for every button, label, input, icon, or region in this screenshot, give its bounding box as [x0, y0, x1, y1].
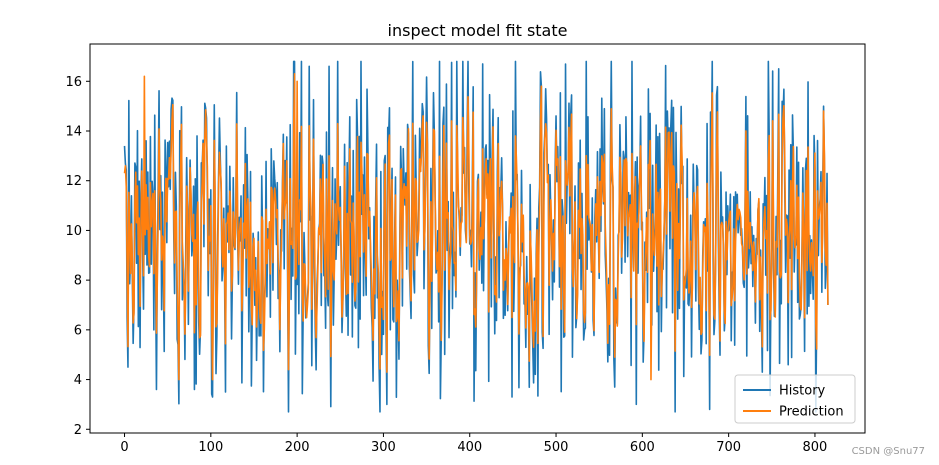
y-tick-label: 10 — [65, 224, 82, 239]
x-tick-label: 400 — [457, 440, 482, 455]
x-tick-label: 800 — [803, 440, 828, 455]
y-tick-label: 8 — [74, 274, 82, 289]
y-tick-label: 16 — [65, 75, 82, 90]
legend-label: Prediction — [779, 405, 844, 420]
legend: History Prediction — [734, 374, 856, 424]
x-tick-label: 600 — [630, 440, 655, 455]
y-axis: 2 4 6 8 10 12 14 16 — [65, 75, 90, 438]
chart-title: inspect model fit state — [388, 21, 568, 40]
x-tick-label: 700 — [716, 440, 741, 455]
y-tick-label: 12 — [65, 174, 82, 189]
x-tick-label: 0 — [120, 440, 128, 455]
series-layer — [123, 60, 829, 413]
x-tick-label: 100 — [198, 440, 223, 455]
x-tick-label: 200 — [285, 440, 310, 455]
series-line-prediction — [123, 73, 829, 381]
watermark-text: CSDN @Snu77 — [851, 446, 925, 457]
plot-frame — [89, 43, 866, 434]
x-axis: 0 100 200 300 400 500 600 700 800 — [120, 433, 827, 455]
y-tick-label: 6 — [74, 323, 82, 338]
x-tick-label: 300 — [371, 440, 396, 455]
y-tick-label: 14 — [65, 124, 82, 139]
legend-label: History — [779, 384, 826, 399]
y-tick-label: 4 — [74, 373, 82, 388]
x-tick-label: 500 — [544, 440, 569, 455]
y-tick-label: 2 — [74, 423, 82, 438]
